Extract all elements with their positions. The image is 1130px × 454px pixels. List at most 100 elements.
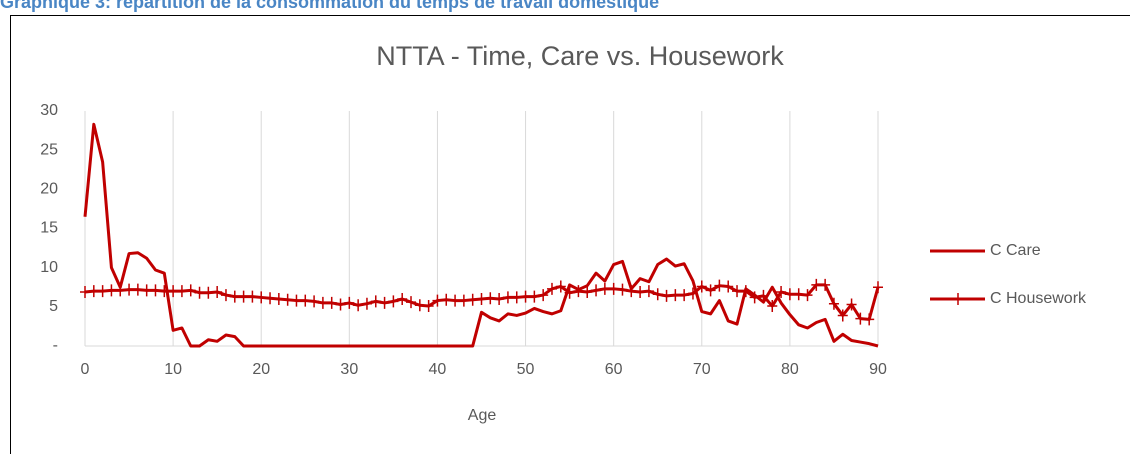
marker [635,285,646,298]
y-tick-label: 25 [40,141,58,158]
x-axis-label: Age [468,407,497,424]
marker [485,292,496,305]
marker [300,294,311,307]
marker [494,293,505,305]
marker [670,289,681,302]
y-tick-label: 5 [49,298,58,315]
marker [837,309,848,322]
marker [573,285,584,298]
marker [582,285,593,298]
marker [811,278,822,291]
chart-title: NTTA - Time, Care vs. Housework [376,41,784,71]
marker [467,293,478,306]
marker [150,284,161,297]
marker [176,285,187,298]
y-tick-label: 10 [40,259,58,276]
marker [97,285,108,298]
marker [124,283,135,296]
heading: Graphique 3: répartition de la consommat… [0,0,660,12]
marker [679,289,690,302]
marker [309,295,320,308]
marker [740,285,751,298]
marker [247,290,258,303]
marker [194,286,205,299]
marker [132,283,143,296]
marker [414,299,425,312]
marker [626,285,637,298]
marker [714,279,725,292]
x-tick-label: 0 [81,361,90,378]
marker [441,293,452,306]
marker [106,284,117,297]
marker [370,295,381,308]
marker [185,284,196,297]
legend-label: C Care [990,242,1041,259]
marker [291,294,302,307]
marker [361,297,372,310]
series-line [83,122,879,348]
marker [282,293,293,306]
marker [229,290,240,303]
marker [511,291,522,304]
marker [564,286,575,299]
marker [80,285,90,298]
legend-label: C Housework [990,290,1087,307]
marker [502,291,513,304]
marker [335,298,346,311]
marker [238,290,249,303]
marker [423,300,434,313]
x-tick-label: 40 [429,361,447,378]
x-tick-label: 20 [252,361,270,378]
marker [732,285,743,298]
marker [599,282,610,295]
x-tick-label: 80 [781,361,799,378]
marker [546,282,557,295]
marker [873,281,883,294]
marker [767,300,778,313]
x-tick-label: 70 [693,361,711,378]
marker [353,299,364,312]
marker [855,312,866,325]
marker [776,285,787,298]
marker [256,291,267,304]
marker [617,283,628,296]
marker [326,296,337,309]
marker [159,285,170,298]
marker [476,293,487,305]
marker [643,285,654,298]
marker [828,297,839,310]
marker [784,288,795,301]
y-tick-label: 30 [40,102,58,119]
marker [520,290,531,303]
marker [705,284,716,297]
marker [652,288,663,301]
x-tick-label: 30 [340,361,358,378]
marker [388,295,399,308]
marker [458,294,469,307]
marker [846,298,857,311]
marker [203,286,214,299]
marker [793,288,804,301]
marker [432,294,443,307]
marker [265,292,276,305]
marker [864,313,875,326]
y-tick-label: 20 [40,181,58,198]
x-tick-label: 10 [164,361,182,378]
marker [406,296,417,309]
marker [820,278,831,291]
x-tick-label: 90 [869,361,887,378]
marker [88,285,99,298]
marker [115,284,126,297]
marker [802,289,813,302]
chart-border [10,15,1130,454]
marker [168,285,179,298]
marker [723,280,734,293]
marker [529,290,540,303]
marker [749,291,760,304]
marker [696,280,707,293]
y-tick-label: - [53,337,58,354]
marker [212,285,223,298]
marker [608,282,619,295]
